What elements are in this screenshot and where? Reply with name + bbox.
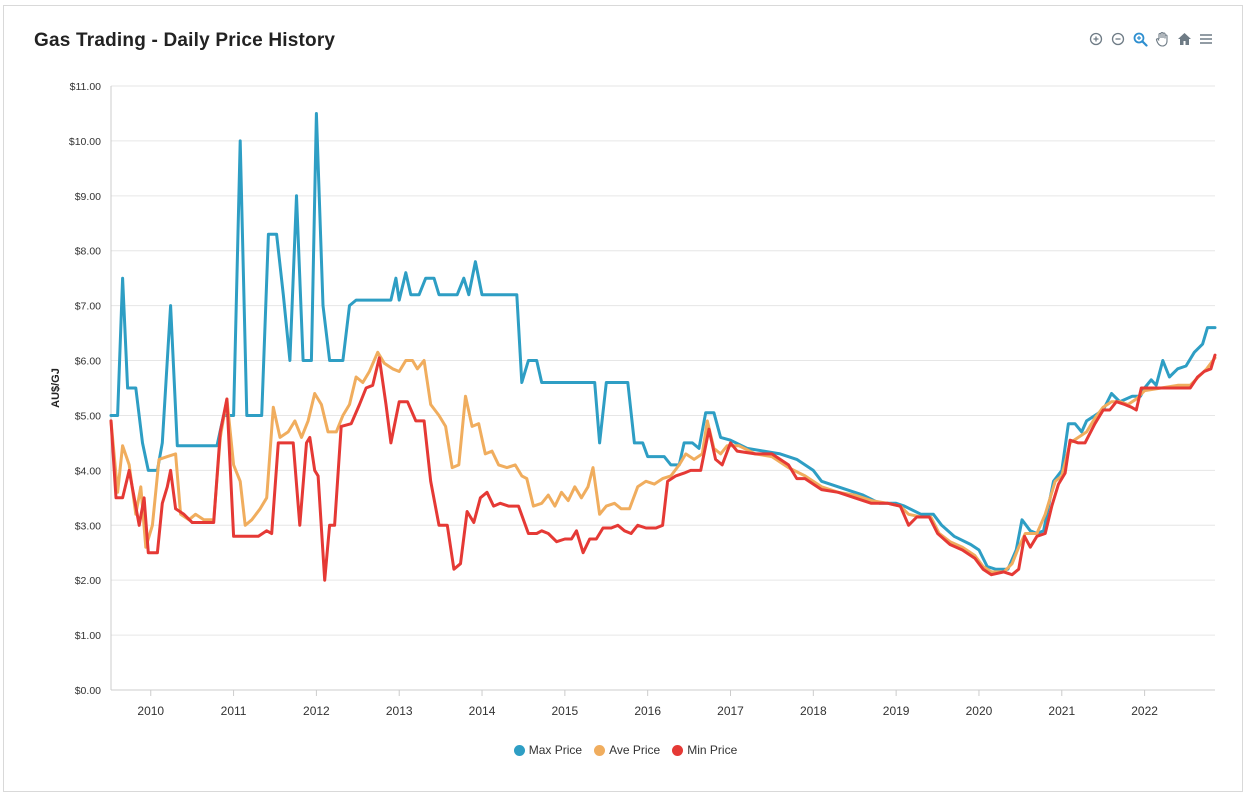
- y-axis-ticks: $0.00 $1.00 $2.00 $3.00 $4.00 $5.00 $6.00 $7.00…: [69, 81, 101, 697]
- max-price-line[interactable]: [109, 112, 1217, 571]
- legend: Max Price Ave Price Min Price: [0, 743, 1251, 757]
- x-axis-ticks: 2010 2011 2012 2013 2014 2015 2016 2017 2018 2019…: [137, 690, 1158, 718]
- legend-item-min-price[interactable]: Min Price: [672, 743, 737, 757]
- y-tick-label: $5.00: [75, 410, 101, 422]
- legend-item-max-price[interactable]: Max Price: [513, 743, 583, 757]
- menu-icon[interactable]: [1198, 30, 1214, 48]
- y-tick-label: $6.00: [75, 356, 101, 368]
- y-tick-label: $1.00: [75, 630, 101, 642]
- x-tick-label: 2012: [303, 704, 330, 718]
- x-tick-label: 2016: [634, 704, 661, 718]
- ave-price-line[interactable]: [109, 350, 1217, 574]
- series-lines: [109, 112, 1217, 582]
- x-tick-label: 2017: [717, 704, 744, 718]
- y-tick-label: $11.00: [70, 81, 101, 93]
- y-axis-label: AU$/GJ: [50, 368, 62, 408]
- x-tick-label: 2010: [137, 704, 164, 718]
- y-tick-label: $2.00: [75, 575, 101, 587]
- legend-item-ave-price[interactable]: Ave Price: [594, 743, 660, 757]
- grid: [110, 85, 1215, 691]
- x-tick-label: 2020: [966, 704, 993, 718]
- chart-toolbar: [1088, 29, 1214, 49]
- legend-label: Max Price: [528, 743, 583, 757]
- zoom-out-icon[interactable]: [1110, 30, 1126, 48]
- y-tick-label: $9.00: [75, 191, 101, 203]
- legend-marker-icon: [513, 744, 525, 756]
- min-price-line[interactable]: [109, 353, 1217, 582]
- x-tick-label: 2013: [386, 704, 413, 718]
- legend-label: Ave Price: [609, 743, 661, 757]
- x-tick-label: 2019: [883, 704, 910, 718]
- y-tick-label: $8.00: [75, 246, 101, 258]
- zoom-select-icon[interactable]: [1132, 30, 1148, 48]
- chart-frame: [3, 5, 1243, 792]
- chart-title: Gas Trading - Daily Price History: [34, 30, 336, 51]
- y-tick-label: $4.00: [75, 465, 101, 477]
- y-tick-label: $7.00: [75, 301, 101, 313]
- home-icon[interactable]: [1176, 30, 1192, 48]
- y-tick-label: $0.00: [75, 685, 101, 697]
- x-tick-label: 2014: [469, 704, 496, 718]
- x-tick-label: 2022: [1131, 704, 1158, 718]
- pan-hand-icon[interactable]: [1154, 30, 1170, 48]
- legend-label: Min Price: [687, 743, 738, 757]
- x-tick-label: 2021: [1048, 704, 1075, 718]
- legend-marker-icon: [594, 744, 606, 756]
- zoom-in-icon[interactable]: [1088, 30, 1104, 48]
- y-tick-label: $10.00: [69, 136, 101, 148]
- x-tick-label: 2011: [221, 704, 247, 718]
- legend-marker-icon: [672, 744, 684, 756]
- x-tick-label: 2018: [800, 704, 827, 718]
- y-tick-label: $3.00: [75, 520, 101, 532]
- x-tick-label: 2015: [552, 704, 579, 718]
